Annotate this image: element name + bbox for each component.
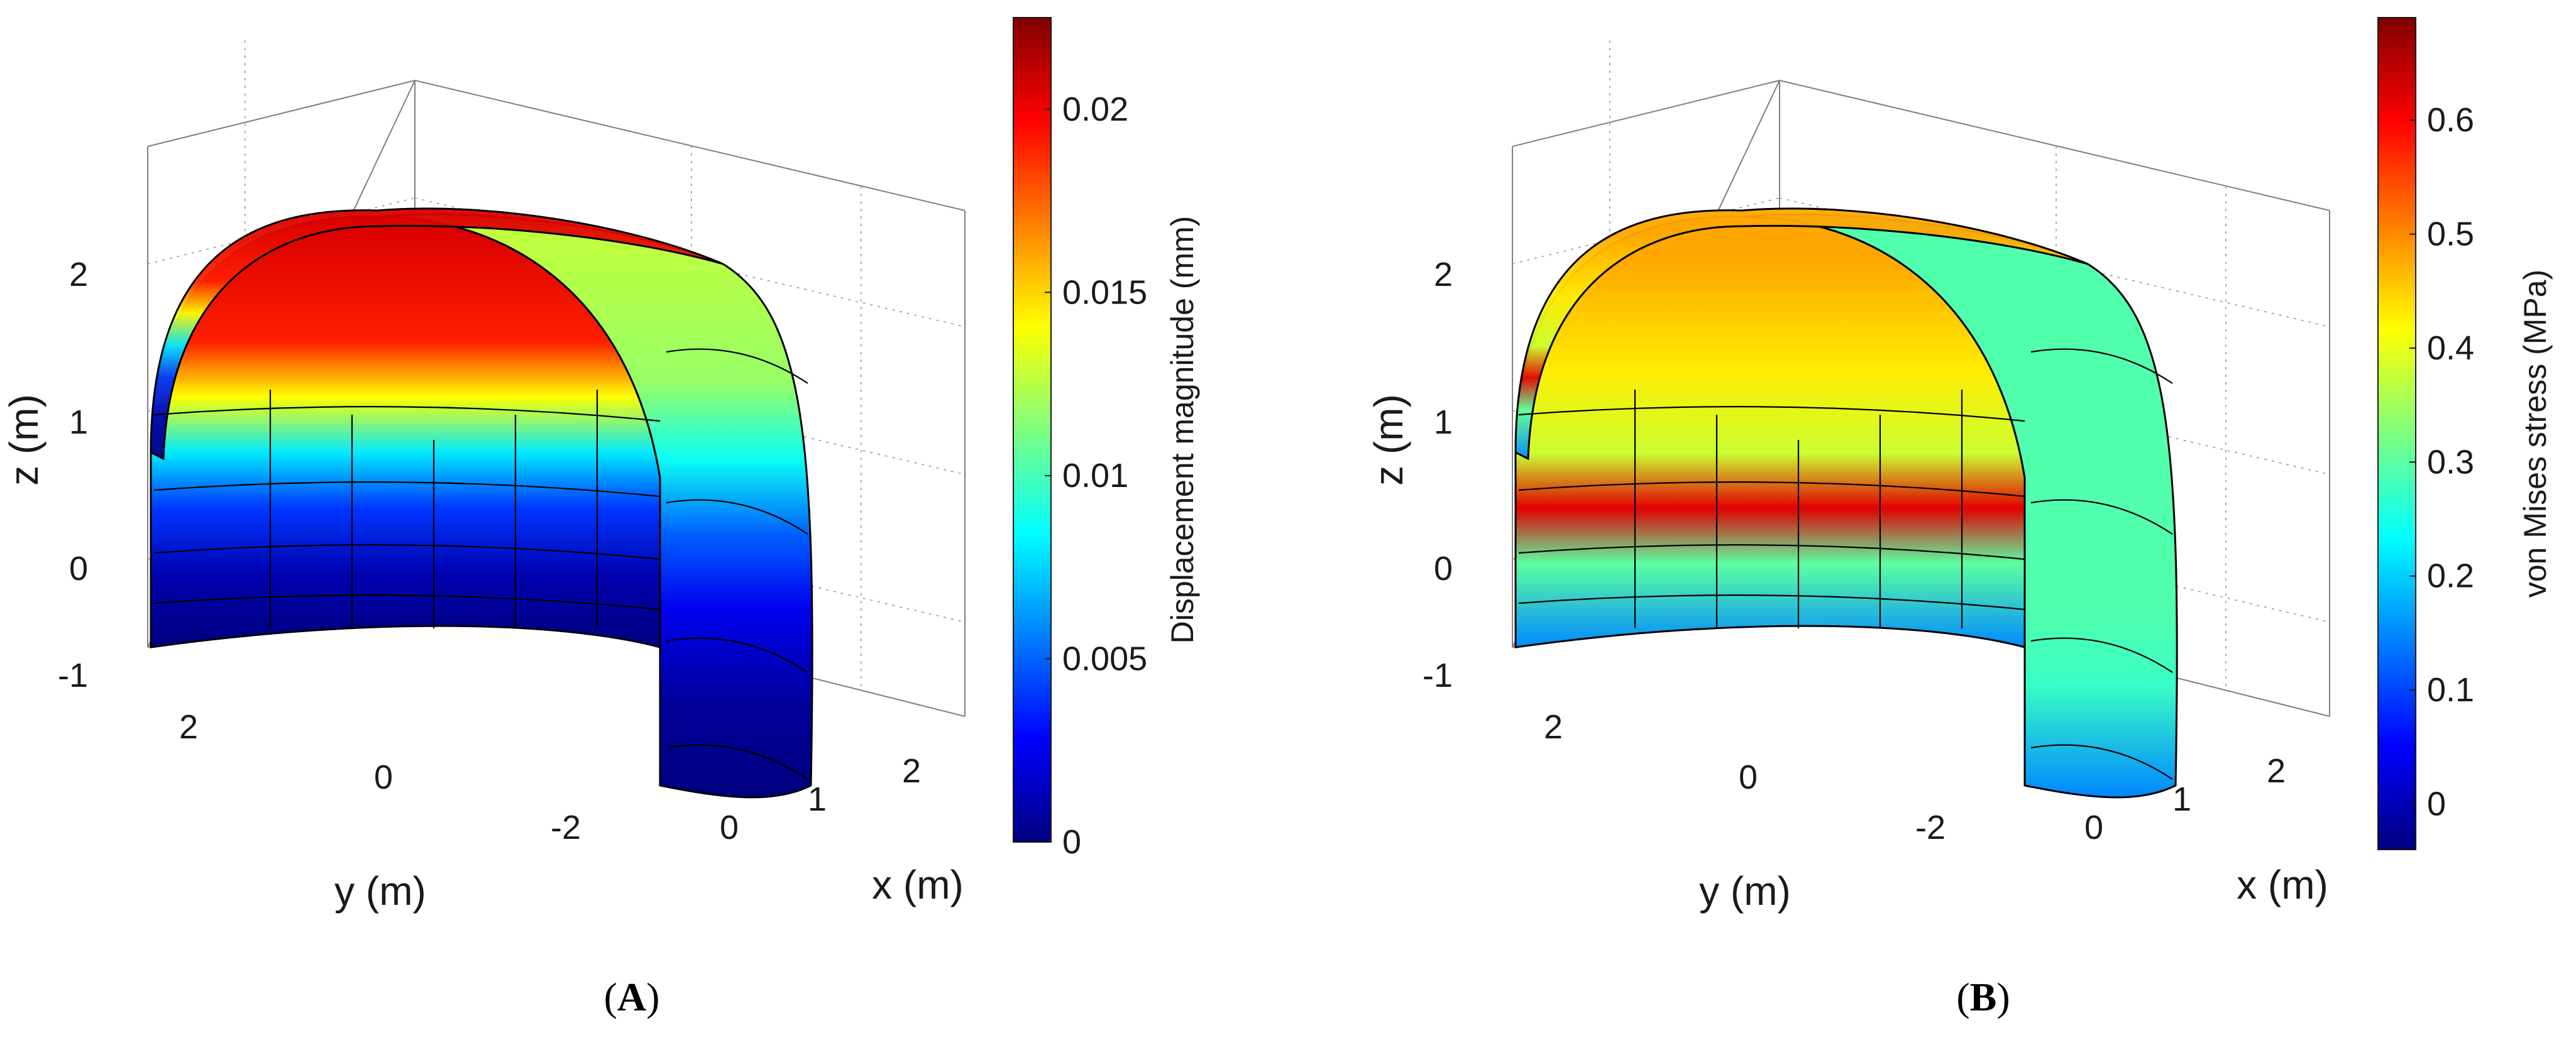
crown-rim [1514, 207, 2088, 461]
colorbar-tick-label: 0.3 [2427, 443, 2474, 481]
z-tick-label: 2 [1434, 256, 1453, 293]
mesh-line [2030, 637, 2173, 673]
x-tick-label: 2 [902, 752, 921, 790]
panel-a-label: (A) [604, 975, 660, 1019]
z-tick-label: 1 [1434, 403, 1453, 441]
mesh-line [1518, 481, 2025, 498]
panel-b-label: (B) [1956, 975, 2010, 1019]
x-tick-label: 1 [2172, 780, 2191, 818]
mesh-line [1518, 406, 2025, 422]
colorbar-tick-label: 0.6 [2427, 101, 2474, 139]
x-axis-label: x (m) [2237, 862, 2328, 907]
mesh-line [153, 594, 661, 611]
y-tick-label: 0 [374, 758, 393, 796]
panel-a-plot: 2 1 0 -1 2 0 -2 0 1 2 z (m) y (m) x (m) 0.02 0.015 0.01… [1, 17, 1200, 914]
z-tick-label: 2 [69, 256, 88, 293]
z-axis-label: z (m) [1366, 394, 1411, 486]
panel-b-plot: 2 1 0 -1 2 0 -2 0 1 2 z (m) y (m) x (m) 0.6 0.5 0.4 0.3 0… [1366, 17, 2553, 914]
mesh-line [666, 348, 808, 384]
colorbar-tick-label: 0.015 [1062, 273, 1147, 311]
mesh-line [666, 499, 808, 535]
y-tick-label: -2 [551, 809, 581, 846]
colorbar-label: Displacement magnitude (mm) [1165, 216, 1200, 644]
x-tick-label: 0 [2084, 809, 2103, 846]
colorbar [1013, 17, 1052, 843]
axis-edge [147, 80, 416, 147]
x-tick-label: 0 [720, 809, 739, 846]
axis-edge [1512, 80, 1780, 147]
axis-edge [1779, 80, 2330, 211]
colorbar-tick-label: 0.005 [1062, 640, 1147, 677]
mesh-line [153, 481, 661, 498]
z-tick-label: 0 [69, 550, 88, 588]
y-tick-label: 0 [1739, 758, 1758, 796]
axis-ticks: 2 1 0 -1 2 0 -2 0 1 2 [1423, 256, 2286, 846]
y-tick-label: 2 [179, 708, 198, 746]
y-tick-label: -2 [1915, 809, 1946, 846]
mesh-lines [1518, 348, 2173, 780]
z-tick-label: 0 [1434, 550, 1453, 588]
z-tick-label: -1 [58, 657, 88, 694]
mesh-line [153, 406, 661, 422]
mesh-line [2030, 499, 2173, 535]
mesh-line [153, 544, 661, 561]
y-tick-label: 2 [1544, 708, 1563, 746]
x-tick-label: 1 [808, 780, 827, 818]
colorbar-tick-label: 0.2 [2427, 557, 2474, 595]
x-axis-label: x (m) [872, 862, 964, 907]
mesh-lines [153, 348, 808, 780]
colorbar [2377, 17, 2416, 850]
mesh-line [666, 744, 808, 780]
colorbar-tick-label: 0.5 [2427, 216, 2474, 253]
colorbar-label: von Mises stress (MPa) [2518, 270, 2553, 598]
colorbar-tick-label: 0 [1062, 823, 1081, 861]
colorbar-tick-label: 0.4 [2427, 329, 2474, 367]
z-axis-label: z (m) [1, 394, 47, 486]
y-axis-label: y (m) [334, 868, 426, 914]
colorbar-tick-label: 0.01 [1062, 457, 1128, 495]
colorbar-tick-label: 0.02 [1062, 90, 1128, 128]
colorbar-tick-label: 0 [2427, 785, 2446, 823]
mesh-line [1518, 594, 2025, 611]
x-tick-label: 2 [2267, 752, 2286, 790]
axis-edge [414, 80, 966, 211]
mesh-line [2030, 348, 2173, 384]
mesh-line [666, 637, 808, 673]
mesh-line [2030, 744, 2173, 780]
axis-ticks: 2 1 0 -1 2 0 -2 0 1 2 [58, 256, 921, 846]
tunnel-lining [150, 207, 813, 799]
y-axis-label: y (m) [1699, 868, 1791, 914]
crown-rim [150, 207, 724, 461]
tunnel-lining [1514, 207, 2178, 799]
mesh-line [1518, 544, 2025, 561]
colorbar-tick-label: 0.1 [2427, 671, 2474, 709]
z-tick-label: -1 [1423, 657, 1453, 694]
z-tick-label: 1 [69, 403, 88, 441]
